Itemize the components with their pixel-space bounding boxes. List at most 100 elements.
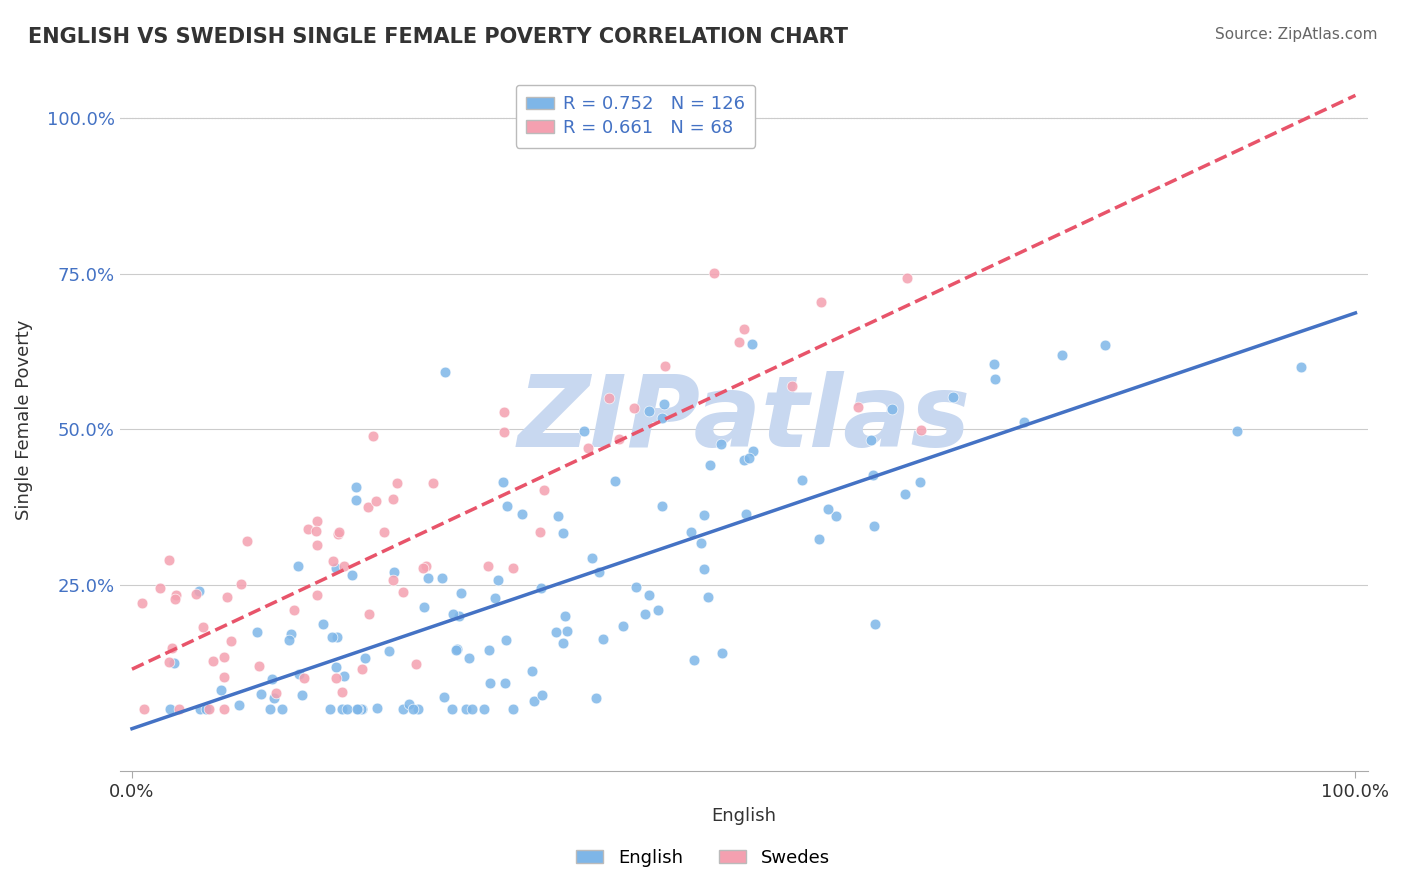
English [496,500,519,514]
Swedes [780,379,803,393]
English [634,607,657,621]
English [349,702,371,716]
English [859,434,882,448]
Swedes [422,476,444,491]
Swedes [364,493,387,508]
English [592,632,614,647]
English [682,653,704,667]
Swedes [910,423,932,437]
English [441,607,464,621]
English [194,702,217,716]
Swedes [405,657,427,671]
English [271,702,294,716]
English [894,486,917,500]
English [880,401,903,416]
English [188,702,211,716]
English [1226,424,1249,438]
English [447,608,470,623]
Swedes [733,321,755,335]
English [647,603,669,617]
Swedes [307,538,329,552]
English [346,702,368,716]
Swedes [198,702,221,716]
English [603,474,626,488]
Swedes [297,522,319,536]
English [484,591,506,605]
English [319,702,342,716]
English [441,702,464,716]
Swedes [332,558,354,573]
Swedes [492,425,515,439]
English [342,567,364,582]
English [588,565,610,579]
Swedes [359,607,381,621]
English [863,519,886,533]
English [413,599,436,614]
English [790,474,813,488]
English [344,493,367,508]
English [824,509,846,524]
English [321,630,343,644]
Text: English: English [711,806,776,824]
English [555,624,578,638]
English [520,665,543,679]
English [250,687,273,701]
English [530,581,553,595]
English [572,424,595,438]
English [681,524,703,539]
English [651,499,673,513]
English [546,624,568,639]
English [1012,415,1035,429]
English [495,633,517,648]
English [458,651,481,665]
Swedes [576,441,599,455]
English [344,480,367,494]
Swedes [357,500,380,514]
Swedes [163,592,186,607]
English [188,584,211,599]
Swedes [810,295,832,310]
English [159,702,181,716]
Swedes [283,603,305,617]
English [433,690,456,704]
Text: ENGLISH VS SWEDISH SINGLE FEMALE POVERTY CORRELATION CHART: ENGLISH VS SWEDISH SINGLE FEMALE POVERTY… [28,27,848,46]
Swedes [533,483,555,497]
Swedes [157,553,180,567]
Swedes [214,702,236,716]
English [398,698,420,712]
English [862,467,884,482]
Swedes [529,525,551,540]
English [738,450,761,465]
Swedes [326,526,349,541]
English [710,437,733,451]
English [195,702,218,716]
English [1289,359,1312,374]
English [697,590,720,604]
Swedes [502,561,524,575]
Swedes [387,476,409,491]
English [260,672,283,686]
Swedes [167,702,190,716]
Swedes [392,585,415,599]
English [350,702,373,716]
English [366,701,388,715]
English [444,643,467,657]
English [554,609,576,624]
English [312,616,335,631]
Swedes [896,270,918,285]
Swedes [361,429,384,443]
English [278,632,301,647]
English [652,397,675,411]
English [291,688,314,702]
English [346,702,368,716]
Text: ZIPatlas: ZIPatlas [517,371,970,468]
English [817,502,839,516]
Swedes [165,588,187,602]
English [450,586,472,600]
Swedes [305,514,328,528]
Swedes [184,587,207,601]
English [430,571,453,585]
Swedes [325,671,347,685]
English [742,444,765,458]
English [486,573,509,587]
